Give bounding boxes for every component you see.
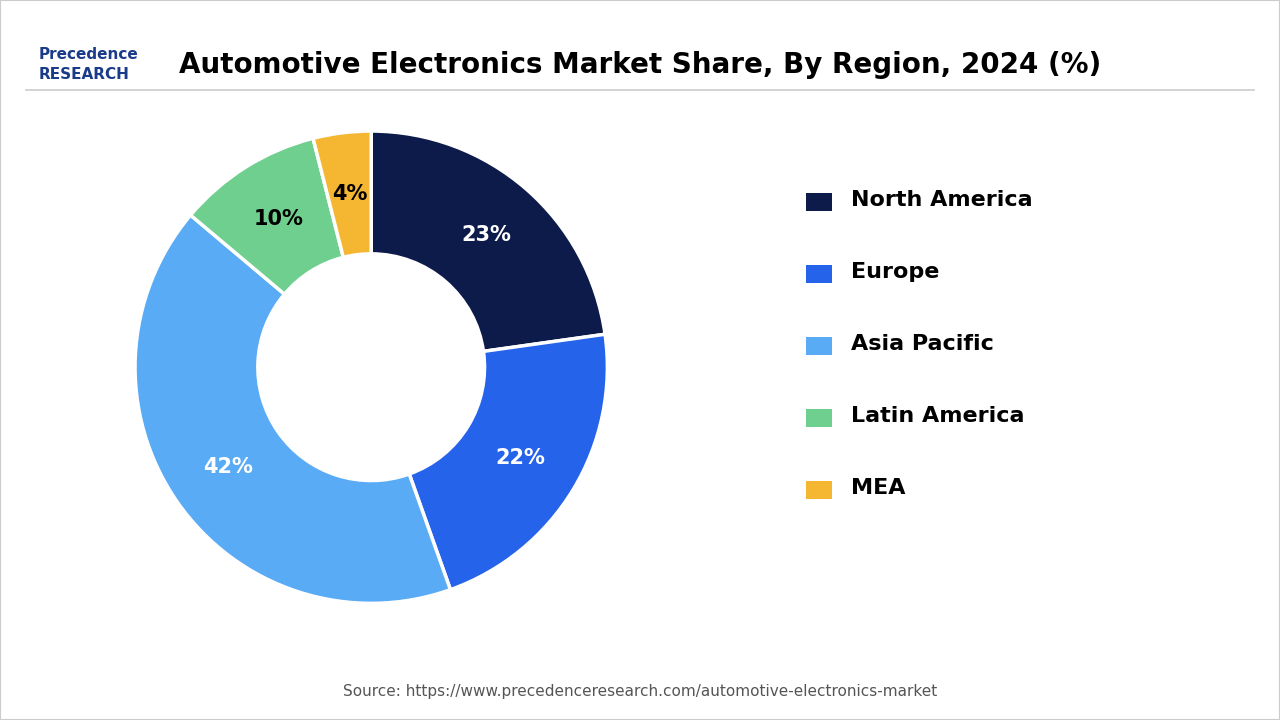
- Text: Precedence
RESEARCH: Precedence RESEARCH: [38, 48, 138, 82]
- Text: MEA: MEA: [851, 478, 906, 498]
- Wedge shape: [410, 334, 607, 590]
- Wedge shape: [191, 138, 343, 294]
- Text: 4%: 4%: [332, 184, 367, 204]
- Wedge shape: [371, 131, 605, 351]
- Text: North America: North America: [851, 190, 1033, 210]
- Text: 42%: 42%: [202, 456, 252, 477]
- Wedge shape: [314, 131, 371, 257]
- Text: Automotive Electronics Market Share, By Region, 2024 (%): Automotive Electronics Market Share, By …: [179, 51, 1101, 78]
- Text: Latin America: Latin America: [851, 406, 1025, 426]
- Wedge shape: [136, 215, 451, 603]
- Text: Europe: Europe: [851, 262, 940, 282]
- Text: Source: https://www.precedenceresearch.com/automotive-electronics-market: Source: https://www.precedenceresearch.c…: [343, 684, 937, 698]
- Text: 22%: 22%: [495, 448, 545, 468]
- Text: Asia Pacific: Asia Pacific: [851, 334, 995, 354]
- Text: 10%: 10%: [253, 209, 303, 229]
- Text: 23%: 23%: [461, 225, 511, 246]
